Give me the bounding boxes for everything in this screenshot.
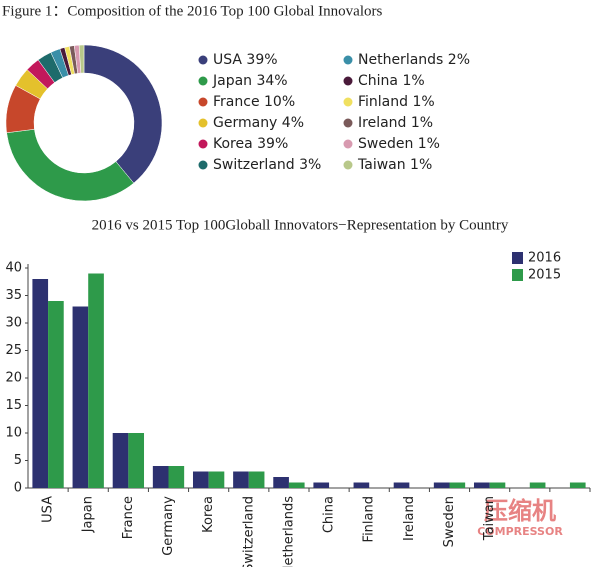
x-tick-label: Sweden [442, 496, 457, 547]
x-tick-label: Ireland [402, 496, 417, 541]
legend-label: Switzerland 3% [213, 157, 321, 173]
y-tick-label: 40 [5, 261, 22, 276]
y-tick-label: 5 [14, 453, 22, 468]
bar [48, 301, 64, 488]
legend-label: Taiwan 1% [357, 157, 432, 173]
legend-label: Japan 34% [212, 73, 288, 89]
bar [128, 433, 145, 488]
bar [248, 471, 265, 488]
y-tick-label: 20 [5, 371, 22, 386]
bar [32, 279, 49, 488]
y-tick-label: 0 [14, 481, 22, 496]
legend-label: 2015 [528, 268, 561, 283]
donut-slice [83, 44, 163, 184]
legend-swatch [343, 97, 353, 107]
x-tick-label: USA [41, 496, 56, 523]
legend-swatch [198, 118, 208, 128]
y-tick-label: 35 [5, 288, 22, 303]
legend-swatch [198, 139, 208, 149]
bar [112, 433, 129, 488]
legend-label: China 1% [358, 73, 425, 89]
y-tick-label: 15 [5, 398, 22, 413]
x-tick-label: Switzerland [241, 496, 256, 567]
legend-swatch [343, 76, 353, 86]
legend-swatch [198, 55, 208, 65]
legend-swatch [198, 160, 208, 170]
bar [288, 482, 305, 488]
bar-chart-title: 2016 vs 2015 Top 100Globall Innovators−R… [92, 217, 509, 233]
x-tick-label: Netherlands [281, 496, 296, 567]
y-tick-label: 10 [5, 426, 22, 441]
x-tick-label: Germany [161, 496, 176, 556]
legend-swatch [343, 139, 353, 149]
bar [152, 466, 169, 488]
watermark: 压缩机 [484, 497, 556, 525]
x-tick-label: France [121, 496, 136, 539]
legend-swatch [512, 252, 523, 264]
legend-swatch [512, 269, 523, 281]
legend-label: France 10% [213, 94, 295, 110]
legend-swatch [343, 118, 353, 128]
legend-swatch [343, 160, 353, 170]
donut-slice [78, 44, 85, 74]
bar [88, 273, 104, 488]
y-tick-label: 30 [5, 316, 22, 331]
bar [72, 306, 89, 488]
legend-swatch [343, 55, 353, 65]
bar [233, 471, 249, 488]
bar [353, 482, 370, 488]
legend-label: Korea 39% [213, 136, 288, 152]
x-tick-label: Finland [362, 496, 377, 542]
legend-label: Netherlands 2% [358, 52, 470, 68]
bar [449, 482, 466, 488]
bar [273, 477, 289, 488]
legend-label: USA 39% [213, 52, 278, 68]
bar [208, 471, 225, 488]
legend-label: Finland 1% [358, 94, 435, 110]
bar [433, 482, 450, 488]
x-tick-label: Japan [81, 496, 96, 533]
bar [168, 466, 185, 488]
bar [393, 482, 410, 488]
x-tick-label: Korea [201, 496, 216, 533]
bar [192, 471, 209, 488]
legend-label: 2016 [528, 251, 561, 266]
legend-label: Germany 4% [213, 115, 304, 131]
bar [489, 482, 506, 488]
legend-swatch [198, 76, 208, 86]
x-tick-label: Taiwan [482, 496, 497, 541]
bar [529, 482, 546, 488]
bar [569, 482, 586, 488]
bar [313, 482, 330, 488]
legend-swatch [198, 97, 208, 107]
y-tick-label: 25 [5, 343, 22, 358]
figure-title: Figure 1：Composition of the 2016 Top 100… [2, 3, 382, 19]
donut-slice [6, 128, 135, 202]
legend-label: Ireland 1% [358, 115, 433, 131]
legend-label: Sweden 1% [358, 136, 440, 152]
watermark-sub: COMPRESSOR [477, 525, 563, 538]
x-tick-label: China [322, 496, 337, 533]
bar [473, 482, 490, 488]
